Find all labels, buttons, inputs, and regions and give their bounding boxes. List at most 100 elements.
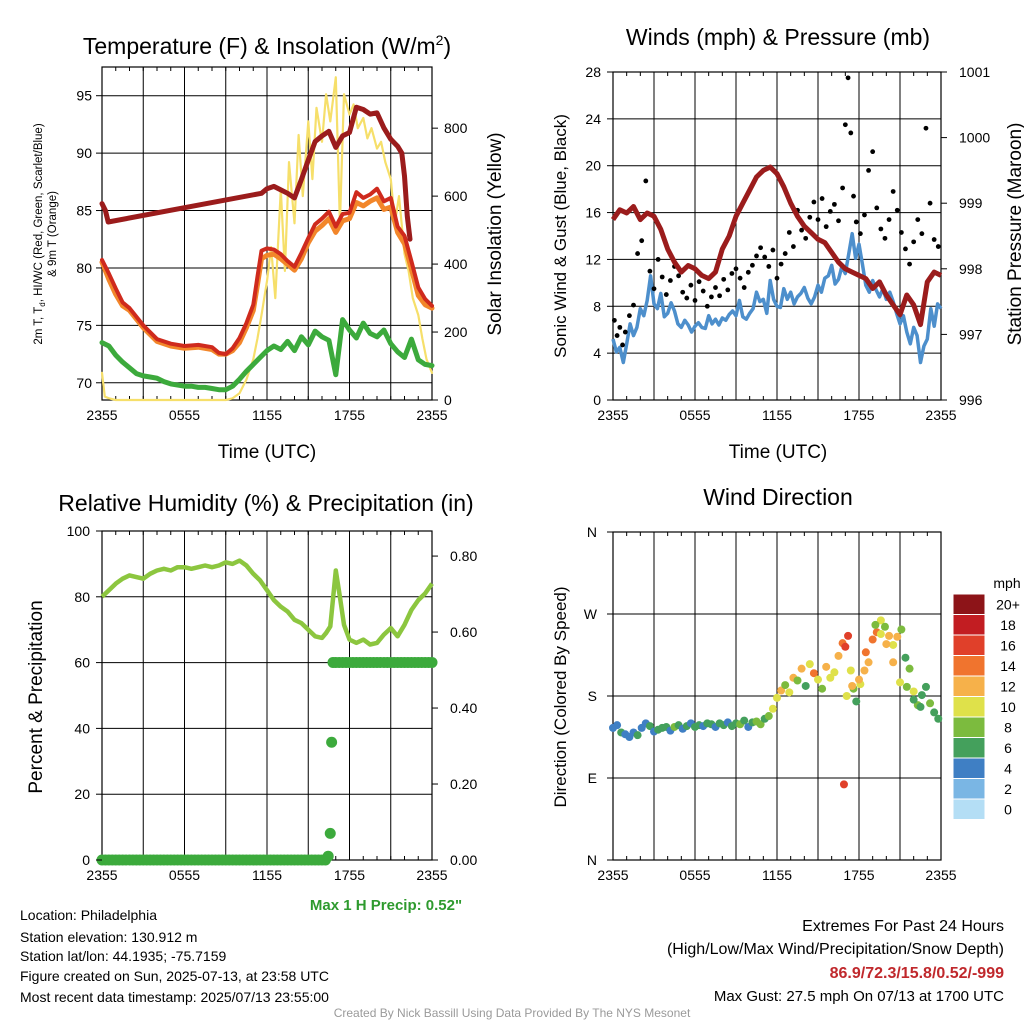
series-line-temp [100,186,434,357]
colorbar-unit: mph [993,575,1020,591]
direction-point [740,716,749,725]
y-right-tick-label: 0.80 [450,548,477,564]
colorbar-label: 20+ [996,596,1020,612]
y-axis-label-left-2: & 9m T (Orange) [47,191,59,277]
gust-point [733,266,739,272]
x-tick-label: 2355 [86,407,117,423]
gust-point [903,246,908,252]
series-line-pressure [610,164,943,328]
max-gust: Max Gust: 27.5 mph On 07/13 at 1700 UTC [713,988,1004,1005]
y-tick-label: S [588,688,597,704]
x-axis-label: Time (UTC) [218,442,317,463]
gust-point [631,302,636,308]
direction-point [855,675,863,684]
direction-point [841,642,850,651]
gust-point [799,227,804,233]
gust-point [766,264,772,269]
gust-point [853,219,859,225]
x-tick-label: 2355 [416,407,447,423]
gust-point [807,214,813,220]
y-right-tick-label: 800 [444,120,468,136]
y-axis-label: Percent & Precipitation [26,600,47,793]
y-tick-label: 40 [74,720,90,736]
direction-point [781,681,790,690]
colorbar-swatch [952,675,986,697]
precip-point [326,736,338,748]
direction-point [809,669,818,678]
gust-point [836,218,841,224]
direction-point [785,688,794,697]
gust-point [878,226,884,232]
x-tick-label: 1155 [252,407,282,423]
direction-point [839,780,848,789]
direction-point [882,640,891,649]
x-tick-label: 1755 [843,867,874,883]
x-tick-label: 1155 [762,867,792,883]
gust-point [651,286,657,292]
gust-point [907,261,912,267]
gust-point [622,329,628,335]
y-right-tick-label: 996 [959,392,983,408]
series-line-heat_index [99,104,413,242]
y-right-tick-label: 200 [444,324,468,340]
gust-point [827,209,833,214]
x-tick-label: 2355 [597,867,628,883]
y-tick-label: 85 [76,203,92,219]
x-tick-label: 1755 [334,867,365,883]
direction-point [901,653,910,662]
direction-point [934,714,943,723]
y-tick-label: N [587,524,597,540]
gust-point [627,313,632,319]
gust-point [840,185,845,191]
direction-point [818,684,827,693]
y-tick-label: 20 [585,158,601,174]
gust-point [741,285,747,290]
y-tick-label: 12 [585,251,601,267]
gust-point [729,271,735,276]
gust-point [919,231,925,237]
gust-point [815,217,821,223]
gust-point [866,168,871,173]
gust-point [750,262,755,268]
precip-point [322,850,334,862]
gust-point [803,235,809,241]
gust-point [894,207,900,213]
gust-point [688,282,694,288]
x-tick-label: 2355 [597,407,628,423]
direction-point [864,658,873,667]
y-tick-label: 75 [76,317,92,333]
precip-annotation: Max 1 H Precip: 0.52" [310,897,462,914]
series-line-dewpoint [99,317,435,393]
y-label-part: , HI/WC (Red, Green, Scarlet/Blue) [33,123,45,302]
gust-point [713,285,718,290]
direction-point [917,691,926,700]
direction-point [844,631,853,640]
direction-point [834,651,843,660]
gust-point [717,293,722,299]
chart-title-main: Temperature (F) & Insolation (W/m [83,33,436,59]
y-axis-label-right: Station Pressure (Maroon) [1005,123,1024,346]
y-tick-label: 16 [585,205,601,221]
gust-point [684,295,690,301]
y-tick-label: 24 [585,111,601,127]
x-tick-label: 0555 [169,407,200,423]
y-right-tick-label: 400 [444,256,468,272]
direction-point [645,722,654,731]
y-tick-label: 60 [74,655,90,671]
y-right-tick-label: 0 [444,392,452,408]
chart-title: Wind Direction [703,484,853,510]
colorbar-swatch [952,696,986,718]
gust-point [931,237,937,242]
direction-point [613,721,622,730]
y-right-tick-label: 0.20 [450,776,477,792]
gust-point [745,269,751,275]
chart-title-close: ) [443,33,451,59]
colorbar-swatch [952,634,986,656]
y-right-tick-label: 0.60 [450,624,477,640]
colorbar-label: 16 [1000,637,1016,653]
x-axis-label: Time (UTC) [729,442,828,463]
direction-point [893,632,902,641]
y-right-tick-label: 999 [959,195,983,211]
gust-point [886,217,892,223]
direction-point [805,660,814,669]
